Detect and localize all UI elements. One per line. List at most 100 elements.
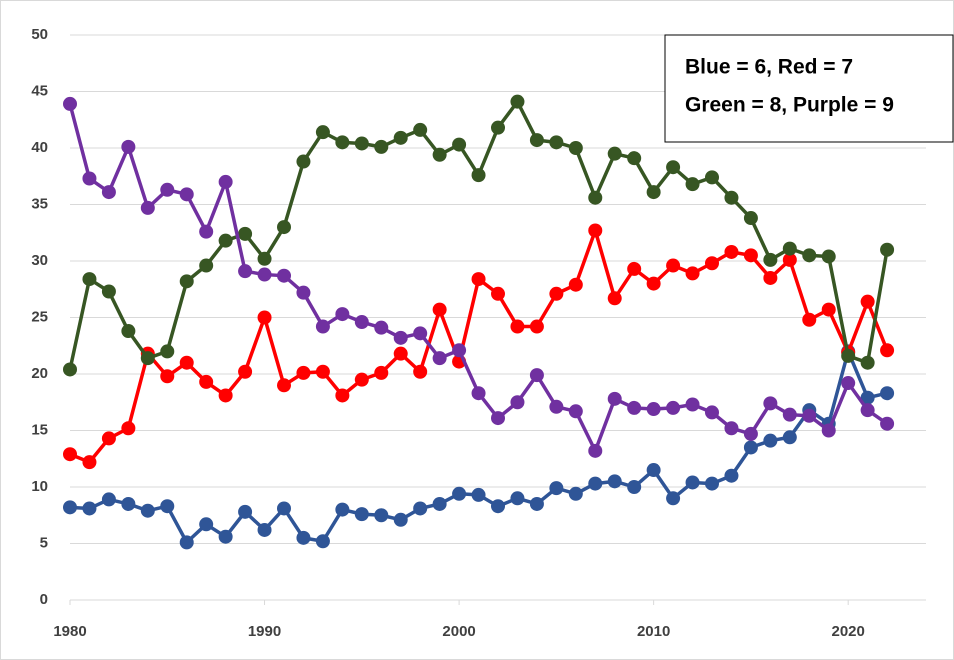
marker: [296, 285, 311, 300]
marker: [63, 362, 77, 377]
marker: [315, 364, 330, 379]
marker: [860, 294, 875, 309]
marker: [393, 330, 408, 345]
marker: [179, 535, 194, 550]
marker: [121, 324, 136, 339]
marker: [821, 302, 836, 317]
marker: [452, 486, 467, 501]
marker: [257, 522, 272, 537]
marker: [646, 402, 661, 417]
marker: [121, 139, 136, 154]
marker: [354, 372, 369, 387]
marker: [413, 326, 428, 341]
marker: [588, 223, 603, 238]
marker: [315, 125, 330, 140]
marker: [607, 391, 622, 406]
marker: [880, 343, 895, 358]
marker: [705, 170, 719, 185]
marker: [607, 146, 622, 161]
marker: [413, 122, 428, 137]
marker: [860, 355, 875, 370]
x-tick-label: 2000: [442, 623, 475, 640]
marker: [782, 252, 797, 267]
marker: [199, 258, 214, 273]
marker: [160, 344, 175, 359]
marker: [802, 408, 817, 423]
y-tick-label: 40: [31, 139, 48, 156]
y-tick-label: 10: [31, 478, 48, 495]
marker: [627, 400, 642, 415]
marker: [432, 351, 447, 366]
y-tick-label: 5: [40, 534, 48, 551]
marker: [393, 346, 408, 361]
marker: [121, 421, 136, 436]
marker: [432, 496, 447, 511]
marker: [335, 307, 350, 322]
marker: [782, 407, 797, 422]
marker: [413, 501, 428, 516]
marker: [743, 248, 758, 263]
marker: [782, 241, 797, 256]
marker: [140, 503, 155, 518]
marker: [315, 534, 330, 549]
marker: [374, 508, 389, 523]
marker: [374, 365, 389, 380]
marker: [218, 388, 233, 403]
marker: [627, 480, 642, 494]
marker: [82, 272, 97, 287]
marker: [666, 258, 681, 273]
marker: [296, 530, 311, 545]
marker: [63, 96, 77, 111]
marker: [646, 276, 661, 291]
marker: [179, 355, 194, 370]
marker: [101, 492, 116, 507]
marker: [568, 486, 583, 501]
marker: [63, 500, 77, 515]
marker: [471, 386, 486, 401]
marker: [705, 256, 719, 271]
marker: [101, 185, 116, 200]
marker: [218, 174, 233, 189]
marker: [880, 416, 895, 431]
y-tick-label: 15: [31, 421, 48, 438]
marker: [374, 320, 389, 335]
marker: [101, 284, 116, 299]
marker: [627, 151, 642, 166]
y-tick-label: 45: [31, 82, 48, 99]
marker: [724, 468, 739, 483]
marker: [296, 154, 311, 169]
marker: [121, 496, 136, 511]
marker: [724, 244, 739, 259]
marker: [160, 182, 175, 197]
marker: [685, 266, 700, 281]
marker: [101, 431, 116, 446]
annotation-box: [664, 34, 954, 143]
x-tick-label: 2010: [637, 623, 670, 640]
x-tick-label: 2020: [831, 623, 864, 640]
marker: [491, 286, 505, 301]
marker: [588, 476, 603, 491]
marker: [705, 476, 719, 491]
marker: [335, 135, 350, 150]
marker: [491, 120, 505, 135]
marker: [802, 312, 817, 327]
y-tick-label: 20: [31, 365, 48, 382]
marker: [257, 267, 272, 282]
marker: [315, 319, 330, 334]
marker: [432, 147, 447, 162]
marker: [218, 529, 233, 544]
marker: [179, 187, 194, 202]
marker: [841, 376, 856, 391]
plot: [63, 94, 895, 550]
marker: [841, 348, 856, 363]
marker: [277, 501, 291, 516]
marker: [82, 455, 97, 470]
marker: [666, 160, 681, 175]
marker: [666, 491, 681, 506]
marker: [724, 421, 739, 436]
annotation: Green = 8, Purple = 9: [685, 94, 894, 117]
marker: [510, 319, 525, 334]
marker: [743, 440, 758, 455]
marker: [685, 177, 700, 192]
